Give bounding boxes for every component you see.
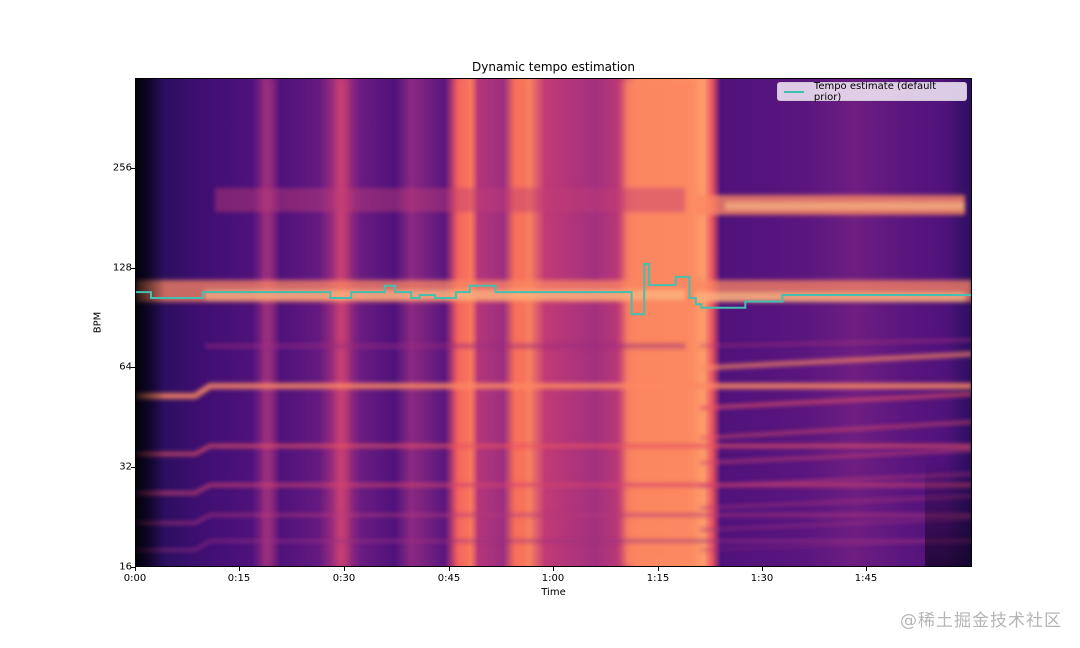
- ytick-64: 64: [119, 361, 132, 373]
- legend-label: Tempo estimate (default prior): [813, 80, 937, 103]
- xtick-0-45: 0:45: [437, 573, 461, 584]
- tempo-estimate-line: [135, 263, 972, 316]
- xtick-mark: [866, 567, 867, 571]
- ytick-16: 16: [119, 561, 132, 573]
- xtick-mark: [762, 567, 763, 571]
- xtick-0-00: 0:00: [123, 573, 147, 584]
- xtick-mark: [658, 567, 659, 571]
- ytick-mark: [131, 168, 135, 169]
- xtick-1-00: 1:00: [541, 573, 565, 584]
- xtick-1-15: 1:15: [646, 573, 670, 584]
- xtick-mark: [553, 567, 554, 571]
- xtick-0-30: 0:30: [332, 573, 356, 584]
- tempogram-plot: [135, 78, 972, 567]
- ytick-mark: [131, 367, 135, 368]
- legend: Tempo estimate (default prior): [777, 80, 967, 103]
- ytick-128: 128: [112, 262, 132, 274]
- y-axis-label: BPM: [92, 311, 104, 334]
- legend-line-swatch-icon: [784, 90, 804, 93]
- xtick-mark: [449, 567, 450, 571]
- xtick-mark: [239, 567, 240, 571]
- ytick-mark: [131, 567, 135, 568]
- xtick-1-30: 1:30: [750, 573, 774, 584]
- chart-title: Dynamic tempo estimation: [472, 60, 635, 74]
- ytick-32: 32: [119, 461, 132, 473]
- xtick-mark: [135, 567, 136, 571]
- ytick-mark: [131, 268, 135, 269]
- xtick-0-15: 0:15: [227, 573, 251, 584]
- ytick-256: 256: [112, 162, 132, 174]
- xtick-1-45: 1:45: [854, 573, 878, 584]
- ytick-mark: [131, 467, 135, 468]
- watermark: @稀土掘金技术社区: [900, 611, 1062, 631]
- xtick-mark: [344, 567, 345, 571]
- tempogram-heatmap: [135, 78, 972, 567]
- x-axis-label: Time: [541, 587, 566, 598]
